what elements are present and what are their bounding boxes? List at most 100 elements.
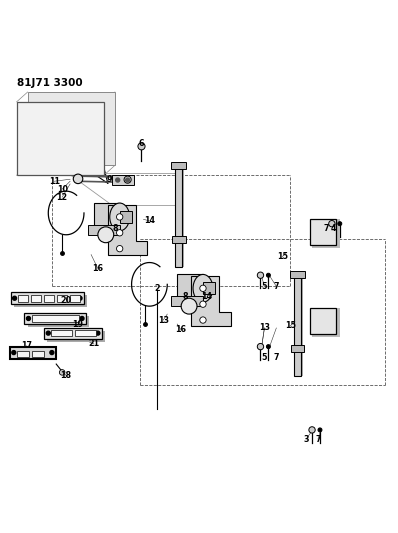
Bar: [57, 295, 67, 302]
Circle shape: [200, 285, 206, 292]
Circle shape: [46, 331, 50, 335]
Text: 7: 7: [273, 353, 279, 362]
Bar: [31, 295, 41, 302]
Ellipse shape: [98, 227, 114, 243]
Bar: [301, 274, 303, 376]
Circle shape: [80, 317, 84, 320]
Text: 6: 6: [139, 139, 144, 148]
Bar: [177, 274, 203, 302]
Circle shape: [27, 317, 30, 320]
Bar: [312, 334, 340, 337]
Bar: [47, 331, 105, 342]
Text: 11: 11: [49, 177, 60, 185]
Circle shape: [257, 343, 263, 350]
Bar: [31, 316, 79, 321]
Circle shape: [96, 331, 100, 335]
Circle shape: [257, 272, 263, 278]
Ellipse shape: [193, 274, 213, 302]
Circle shape: [50, 351, 54, 354]
Bar: [44, 295, 54, 302]
Text: 7: 7: [323, 224, 329, 233]
Bar: [18, 295, 28, 302]
Bar: [310, 308, 336, 334]
Circle shape: [78, 296, 82, 300]
Circle shape: [138, 143, 145, 150]
Bar: [294, 274, 301, 376]
Polygon shape: [108, 205, 147, 255]
Circle shape: [117, 230, 123, 236]
Text: 13: 13: [259, 324, 270, 333]
Bar: [171, 296, 203, 306]
Bar: [290, 271, 305, 278]
Polygon shape: [28, 92, 115, 165]
Text: 5: 5: [262, 353, 267, 362]
Circle shape: [117, 214, 123, 220]
Circle shape: [318, 428, 322, 432]
Text: 8: 8: [113, 224, 119, 233]
Text: 81J71 3300: 81J71 3300: [17, 78, 82, 88]
Bar: [88, 225, 120, 235]
Text: 16: 16: [92, 264, 103, 273]
Bar: [18, 351, 29, 357]
Bar: [70, 295, 80, 302]
Bar: [25, 313, 86, 324]
Text: 4: 4: [331, 224, 337, 233]
Circle shape: [329, 221, 335, 227]
Circle shape: [200, 317, 206, 323]
Text: 2: 2: [154, 284, 160, 293]
Text: 3: 3: [303, 434, 309, 443]
Text: 14: 14: [144, 216, 155, 225]
Bar: [120, 211, 132, 223]
Text: 21: 21: [88, 340, 100, 349]
Circle shape: [73, 174, 83, 183]
Circle shape: [12, 351, 16, 354]
Bar: [171, 162, 186, 169]
Text: 17: 17: [21, 341, 32, 350]
Bar: [336, 219, 340, 248]
Text: 9: 9: [107, 175, 113, 184]
Bar: [336, 308, 340, 337]
Bar: [175, 165, 182, 266]
Polygon shape: [17, 102, 104, 175]
Bar: [28, 316, 89, 327]
Text: 20: 20: [60, 296, 72, 305]
Text: 5: 5: [262, 282, 267, 291]
Text: 19: 19: [72, 319, 84, 328]
Bar: [203, 282, 215, 294]
Text: 12: 12: [57, 192, 68, 201]
Circle shape: [117, 246, 123, 252]
Circle shape: [116, 178, 120, 182]
Circle shape: [309, 427, 315, 433]
Bar: [51, 330, 72, 336]
Text: 7: 7: [315, 434, 321, 443]
Bar: [172, 236, 185, 243]
Circle shape: [59, 369, 65, 375]
Circle shape: [124, 176, 131, 183]
Bar: [112, 175, 134, 185]
Circle shape: [13, 296, 17, 300]
Circle shape: [266, 345, 270, 349]
Bar: [312, 245, 340, 248]
Bar: [11, 292, 84, 304]
Bar: [44, 328, 102, 338]
Polygon shape: [191, 277, 231, 326]
Bar: [75, 330, 96, 336]
Bar: [291, 345, 304, 352]
Bar: [182, 165, 184, 266]
Ellipse shape: [110, 203, 130, 231]
Text: 13: 13: [158, 316, 169, 325]
Text: 8: 8: [182, 292, 188, 301]
Bar: [32, 351, 44, 357]
Bar: [14, 295, 87, 308]
Bar: [310, 219, 336, 245]
Text: 16: 16: [176, 326, 187, 335]
Circle shape: [266, 273, 270, 277]
Ellipse shape: [181, 298, 197, 314]
Text: 10: 10: [57, 184, 68, 193]
Text: 15: 15: [277, 252, 288, 261]
Circle shape: [338, 222, 342, 225]
Circle shape: [126, 178, 130, 182]
Bar: [94, 203, 120, 231]
Text: 14: 14: [201, 292, 213, 301]
Text: 18: 18: [60, 371, 72, 380]
